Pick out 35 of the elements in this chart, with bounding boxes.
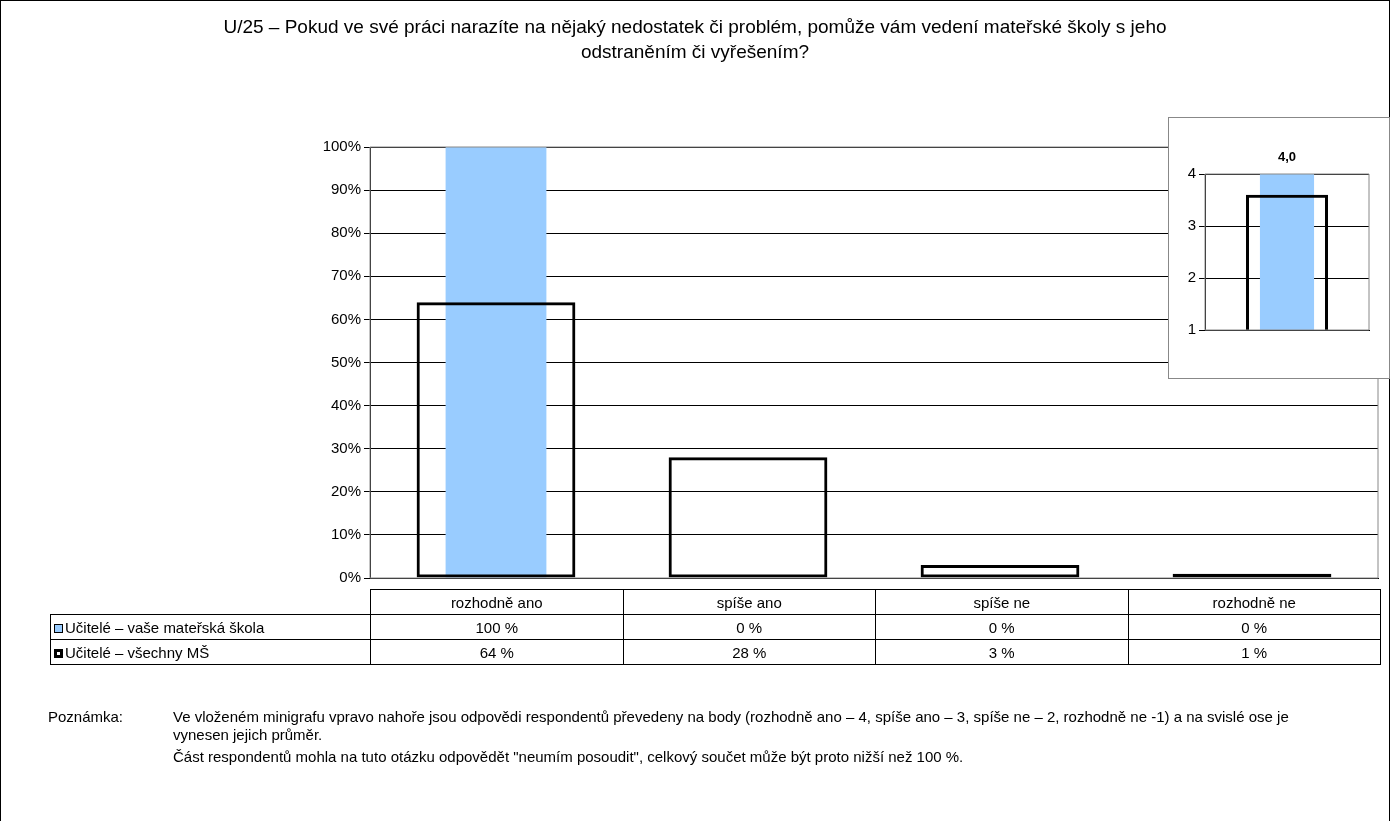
- y-tick-label: 40%: [330, 395, 361, 413]
- y-tick-label: 4: [1187, 164, 1196, 182]
- x-tick-label: rozhodně ne: [1128, 589, 1381, 615]
- x-tick-label: spíše ne: [875, 589, 1128, 615]
- y-tick-label: 90%: [330, 180, 361, 198]
- x-tick-label: rozhodně ano: [370, 589, 623, 615]
- y-tick-label: 10%: [330, 525, 361, 543]
- text: Poznámka:: [48, 708, 125, 727]
- data-label: 100 %: [370, 614, 623, 640]
- y-tick-label: 70%: [330, 266, 361, 284]
- y-tick-label: 1: [1187, 320, 1196, 338]
- y-tick-label: 2: [1187, 268, 1196, 286]
- bar: [445, 147, 547, 578]
- x-tick-label: spíše ano: [623, 589, 876, 615]
- data-label: 0 %: [875, 614, 1128, 640]
- data-label: 28 %: [623, 639, 876, 665]
- y-tick-label: 30%: [330, 438, 361, 456]
- data-label: 4,0: [1277, 149, 1297, 165]
- text: Ve vloženém minigrafu vpravo nahoře jsou odpovědi respondentů převedeny na body (rozhodně ano – 4, spíše ano – 3, spíše ne – 2, rozhodně ne -1) a na svislé ose je vynesen jejich průměr.: [173, 708, 1290, 744]
- data-label: 1 %: [1128, 639, 1381, 665]
- y-tick-label: 80%: [330, 223, 361, 241]
- text: Část respondentů mohla na tuto otázku odpovědět "neumím posoudit", celkový součet může být proto nižší než 100 %.: [173, 748, 965, 766]
- legend-label: Učitelé – všechny MŠ: [65, 643, 210, 661]
- y-tick-label: 20%: [330, 481, 361, 499]
- chart-title: U/25 – Pokud ve své práci narazíte na nějaký nedostatek či problém, pomůže vám vedení mateřské školy s jeho odstraněním či vyřešením?: [222, 15, 1168, 64]
- y-tick-label: 3: [1187, 216, 1196, 234]
- data-label: 0 %: [1128, 614, 1381, 640]
- y-tick-label: 60%: [330, 309, 361, 327]
- data-label: 64 %: [370, 639, 623, 665]
- y-tick-label: 50%: [330, 352, 361, 370]
- legend-label: Učitelé – vaše mateřská škola: [65, 618, 265, 636]
- data-label: 0 %: [623, 614, 876, 640]
- y-tick-label: 100%: [322, 137, 361, 155]
- y-tick-label: 0%: [339, 568, 361, 586]
- data-label: 3 %: [875, 639, 1128, 665]
